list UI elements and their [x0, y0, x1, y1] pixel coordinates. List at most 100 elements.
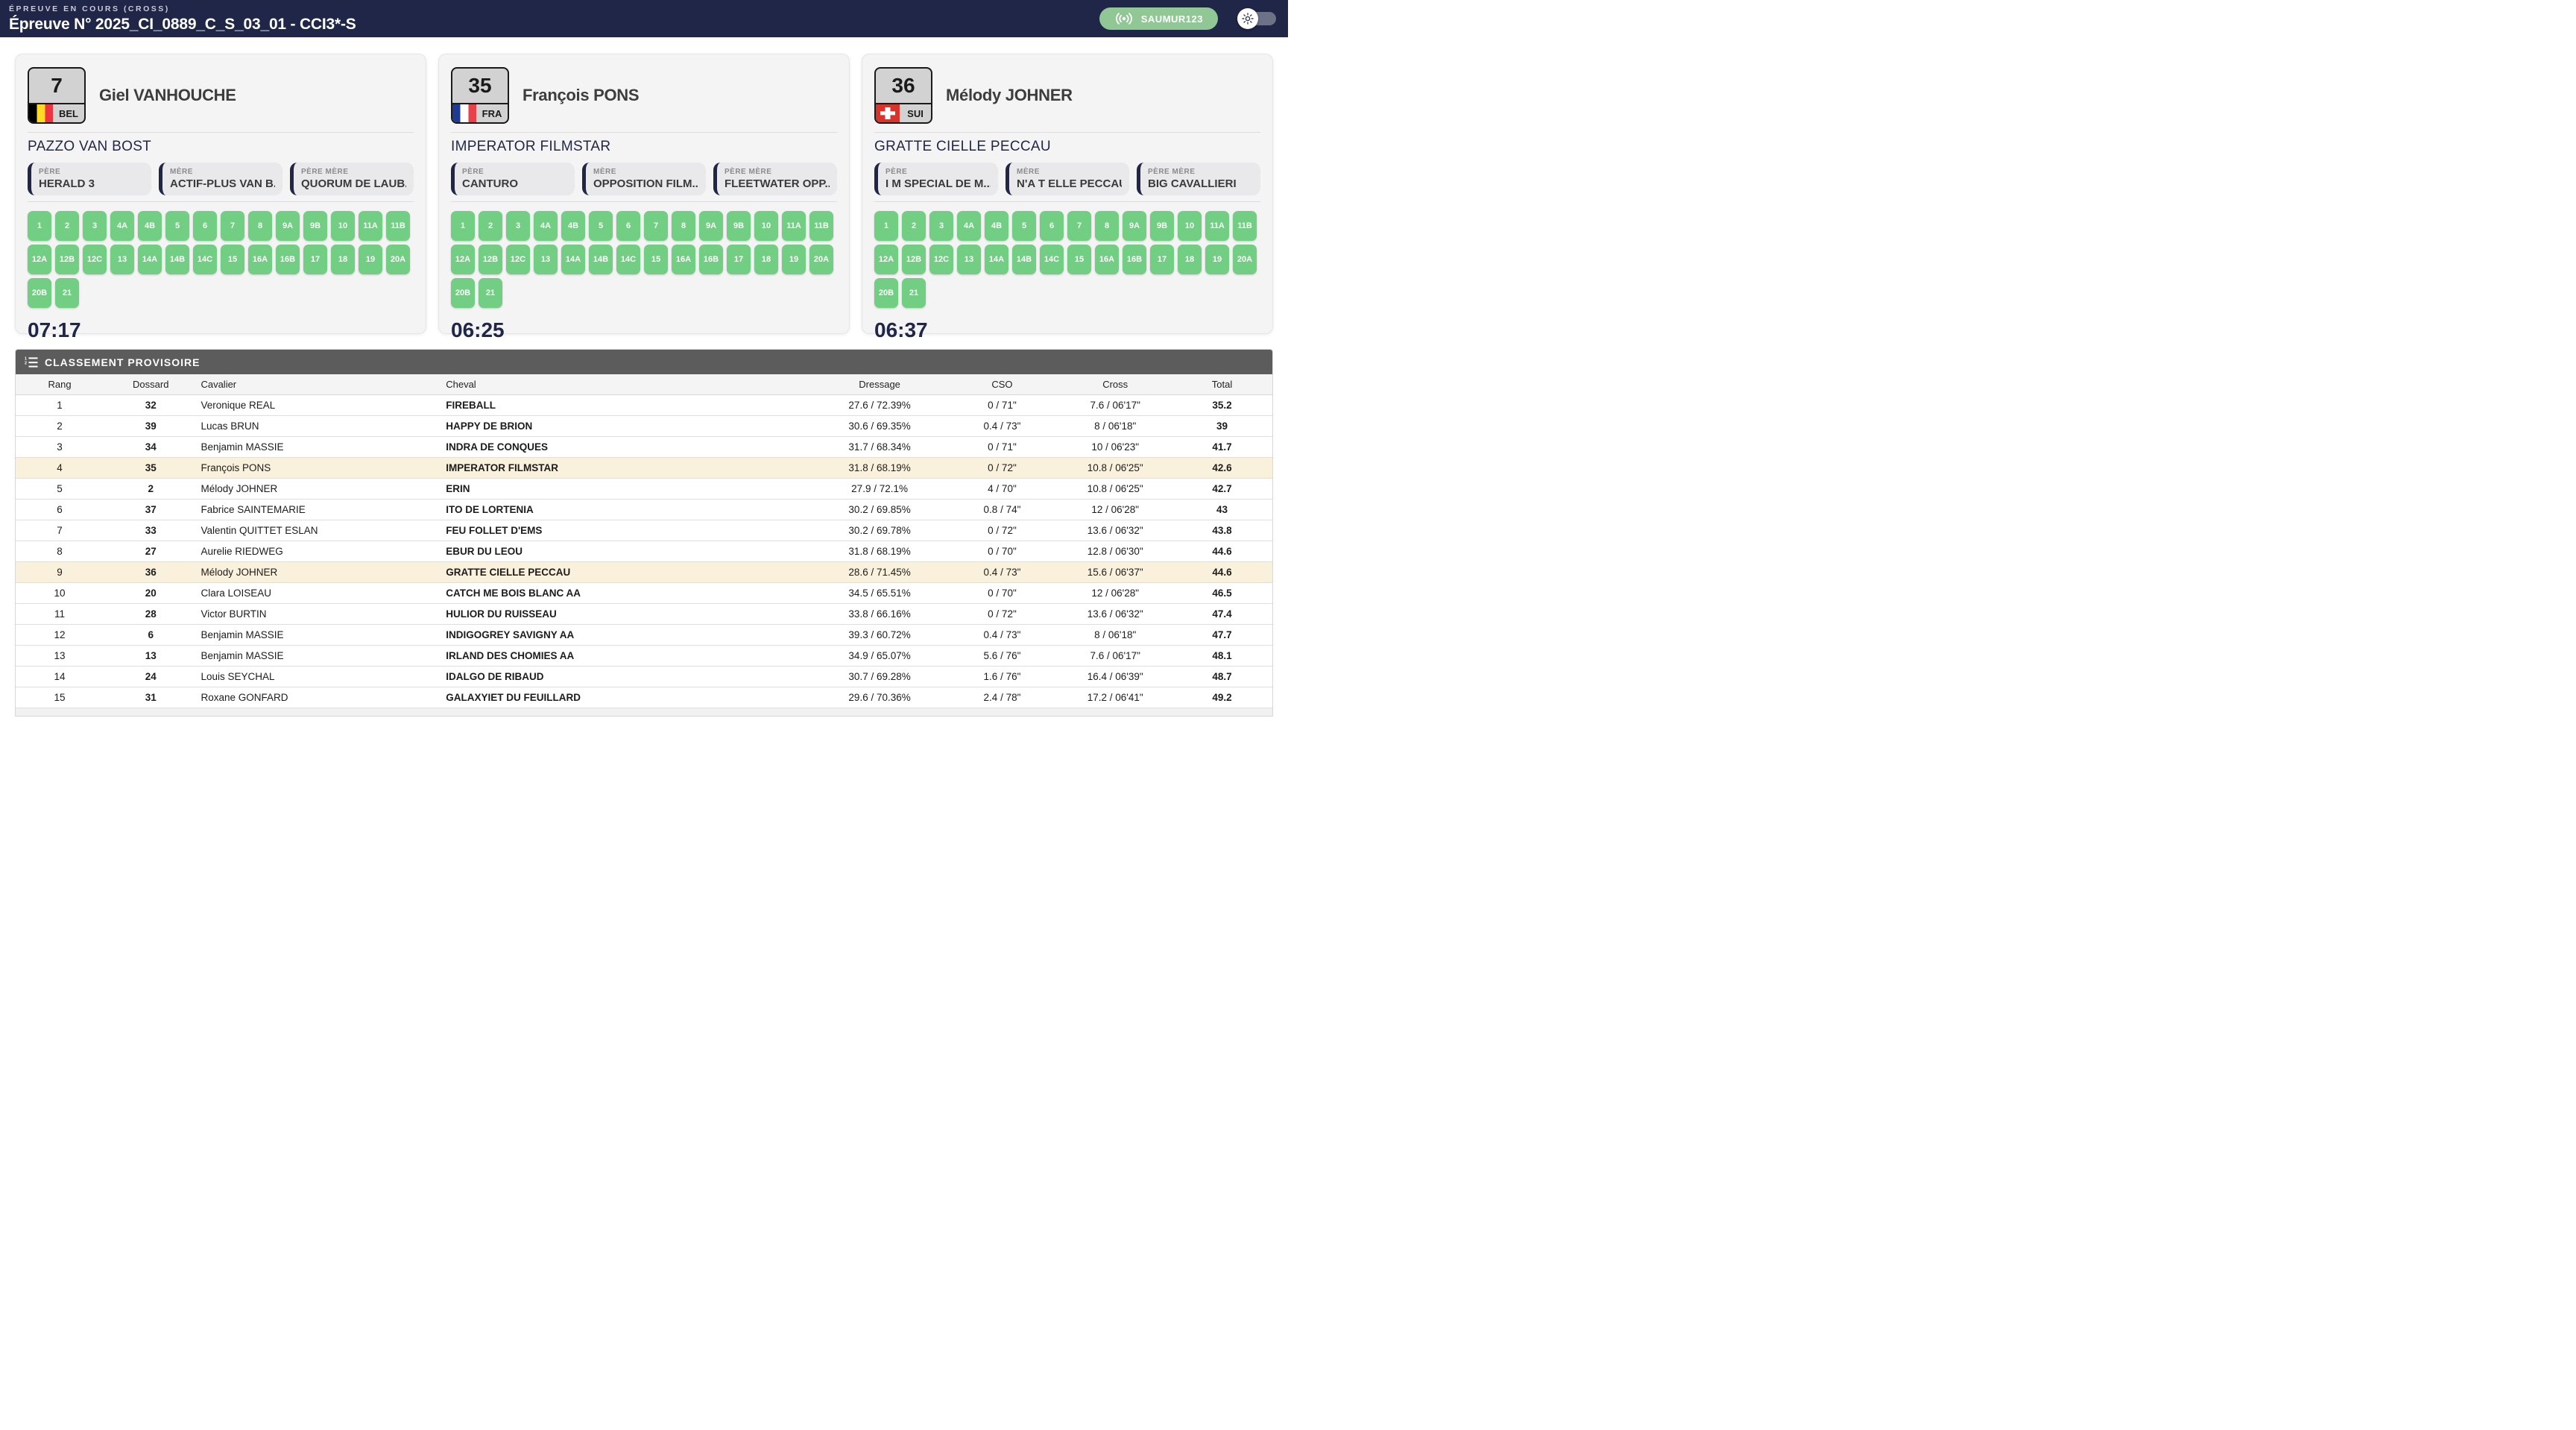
fence-button-17[interactable]: 17 [727, 245, 751, 274]
fence-button-3[interactable]: 3 [929, 211, 953, 241]
table-row-rank-14[interactable]: 14 24 Louis SEYCHAL IDALGO DE RIBAUD 30.7 / … [16, 667, 1272, 687]
fence-button-20a[interactable]: 20A [386, 245, 410, 274]
fence-button-15[interactable]: 15 [1067, 245, 1091, 274]
fence-button-4a[interactable]: 4A [110, 211, 134, 241]
fence-button-14c[interactable]: 14C [1040, 245, 1064, 274]
table-row-rank-7[interactable]: 7 33 Valentin QUITTET ESLAN FEU FOLLET D'EM… [16, 520, 1272, 541]
fence-button-5[interactable]: 5 [589, 211, 613, 241]
table-row-rank-10[interactable]: 10 20 Clara LOISEAU CATCH ME BOIS BLANC AA 3… [16, 583, 1272, 604]
fence-button-20a[interactable]: 20A [809, 245, 833, 274]
fence-button-2[interactable]: 2 [55, 211, 79, 241]
live-session-badge[interactable]: SAUMUR123 [1099, 7, 1218, 30]
fence-button-2[interactable]: 2 [902, 211, 926, 241]
fence-button-9b[interactable]: 9B [1150, 211, 1174, 241]
fence-button-5[interactable]: 5 [1012, 211, 1036, 241]
fence-button-17[interactable]: 17 [303, 245, 327, 274]
fence-button-21[interactable]: 21 [902, 278, 926, 308]
table-row-rank-3[interactable]: 3 34 Benjamin MASSIE INDRA DE CONQUES 31.7 /… [16, 437, 1272, 458]
fence-button-20b[interactable]: 20B [874, 278, 898, 308]
fence-button-1[interactable]: 1 [874, 211, 898, 241]
fence-button-20b[interactable]: 20B [28, 278, 51, 308]
fence-button-6[interactable]: 6 [1040, 211, 1064, 241]
fence-button-18[interactable]: 18 [331, 245, 355, 274]
fence-button-11a[interactable]: 11A [1205, 211, 1229, 241]
fence-button-20b[interactable]: 20B [451, 278, 475, 308]
fence-button-3[interactable]: 3 [506, 211, 530, 241]
table-row-rank-11[interactable]: 11 28 Victor BURTIN HULIOR DU RUISSEAU 33.8 … [16, 604, 1272, 625]
fence-button-12b[interactable]: 12B [55, 245, 79, 274]
fence-button-14a[interactable]: 14A [561, 245, 585, 274]
fence-button-11b[interactable]: 11B [386, 211, 410, 241]
fence-button-15[interactable]: 15 [221, 245, 244, 274]
fence-button-11b[interactable]: 11B [809, 211, 833, 241]
fence-button-9a[interactable]: 9A [1123, 211, 1146, 241]
fence-button-12c[interactable]: 12C [83, 245, 107, 274]
fence-button-8[interactable]: 8 [672, 211, 695, 241]
fence-button-14c[interactable]: 14C [616, 245, 640, 274]
fence-button-14a[interactable]: 14A [985, 245, 1008, 274]
fence-button-13[interactable]: 13 [534, 245, 558, 274]
fence-button-6[interactable]: 6 [616, 211, 640, 241]
fence-button-14b[interactable]: 14B [589, 245, 613, 274]
fence-button-12a[interactable]: 12A [451, 245, 475, 274]
fence-button-16b[interactable]: 16B [1123, 245, 1146, 274]
fence-button-12c[interactable]: 12C [929, 245, 953, 274]
fence-button-17[interactable]: 17 [1150, 245, 1174, 274]
fence-button-9a[interactable]: 9A [276, 211, 300, 241]
fence-button-19[interactable]: 19 [782, 245, 806, 274]
table-row-rank-9[interactable]: 9 36 Mélody JOHNER GRATTE CIELLE PECCAU 28.6… [16, 562, 1272, 583]
table-row-rank-5[interactable]: 5 2 Mélody JOHNER ERIN 27.9 / 72.1% 4 / 70" 10… [16, 479, 1272, 500]
table-row-rank-13[interactable]: 13 13 Benjamin MASSIE IRLAND DES CHOMIES AA… [16, 646, 1272, 667]
fence-button-1[interactable]: 1 [451, 211, 475, 241]
fence-button-10[interactable]: 10 [331, 211, 355, 241]
fence-button-9a[interactable]: 9A [699, 211, 723, 241]
fence-button-7[interactable]: 7 [644, 211, 668, 241]
fence-button-20a[interactable]: 20A [1233, 245, 1257, 274]
fence-button-12a[interactable]: 12A [874, 245, 898, 274]
fence-button-14b[interactable]: 14B [1012, 245, 1036, 274]
fence-button-12b[interactable]: 12B [902, 245, 926, 274]
fence-button-19[interactable]: 19 [1205, 245, 1229, 274]
fence-button-4b[interactable]: 4B [561, 211, 585, 241]
fence-button-19[interactable]: 19 [359, 245, 382, 274]
table-row-rank-12[interactable]: 12 6 Benjamin MASSIE INDIGOGREY SAVIGNY AA 3… [16, 625, 1272, 646]
fence-button-8[interactable]: 8 [1095, 211, 1119, 241]
table-row-rank-2[interactable]: 2 39 Lucas BRUN HAPPY DE BRION 30.6 / 69.35%… [16, 416, 1272, 437]
fence-button-16a[interactable]: 16A [248, 245, 272, 274]
fence-button-4a[interactable]: 4A [534, 211, 558, 241]
fence-button-16a[interactable]: 16A [672, 245, 695, 274]
fence-button-9b[interactable]: 9B [303, 211, 327, 241]
fence-button-11b[interactable]: 11B [1233, 211, 1257, 241]
fence-button-18[interactable]: 18 [754, 245, 778, 274]
fence-button-10[interactable]: 10 [1178, 211, 1202, 241]
fence-button-15[interactable]: 15 [644, 245, 668, 274]
fence-button-12c[interactable]: 12C [506, 245, 530, 274]
table-row-rank-4[interactable]: 4 35 François PONS IMPERATOR FILMSTAR 31.8 /… [16, 458, 1272, 479]
fence-button-21[interactable]: 21 [55, 278, 79, 308]
fence-button-16b[interactable]: 16B [276, 245, 300, 274]
fence-button-3[interactable]: 3 [83, 211, 107, 241]
fence-button-14b[interactable]: 14B [165, 245, 189, 274]
fence-button-16b[interactable]: 16B [699, 245, 723, 274]
fence-button-8[interactable]: 8 [248, 211, 272, 241]
fence-button-7[interactable]: 7 [1067, 211, 1091, 241]
fence-button-12b[interactable]: 12B [479, 245, 502, 274]
fence-button-10[interactable]: 10 [754, 211, 778, 241]
fence-button-13[interactable]: 13 [110, 245, 134, 274]
table-row-rank-15[interactable]: 15 31 Roxane GONFARD GALAXYIET DU FEUILLARD… [16, 687, 1272, 708]
fence-button-11a[interactable]: 11A [359, 211, 382, 241]
fence-button-9b[interactable]: 9B [727, 211, 751, 241]
table-row-rank-8[interactable]: 8 27 Aurelie RIEDWEG EBUR DU LEOU 31.8 / 68.… [16, 541, 1272, 562]
fence-button-6[interactable]: 6 [193, 211, 217, 241]
fence-button-14a[interactable]: 14A [138, 245, 162, 274]
theme-toggle[interactable] [1237, 8, 1276, 29]
fence-button-4b[interactable]: 4B [985, 211, 1008, 241]
fence-button-14c[interactable]: 14C [193, 245, 217, 274]
fence-button-2[interactable]: 2 [479, 211, 502, 241]
fence-button-16a[interactable]: 16A [1095, 245, 1119, 274]
fence-button-13[interactable]: 13 [957, 245, 981, 274]
fence-button-11a[interactable]: 11A [782, 211, 806, 241]
fence-button-21[interactable]: 21 [479, 278, 502, 308]
table-row-rank-1[interactable]: 1 32 Veronique REAL FIREBALL 27.6 / 72.39% 0 … [16, 395, 1272, 416]
fence-button-7[interactable]: 7 [221, 211, 244, 241]
